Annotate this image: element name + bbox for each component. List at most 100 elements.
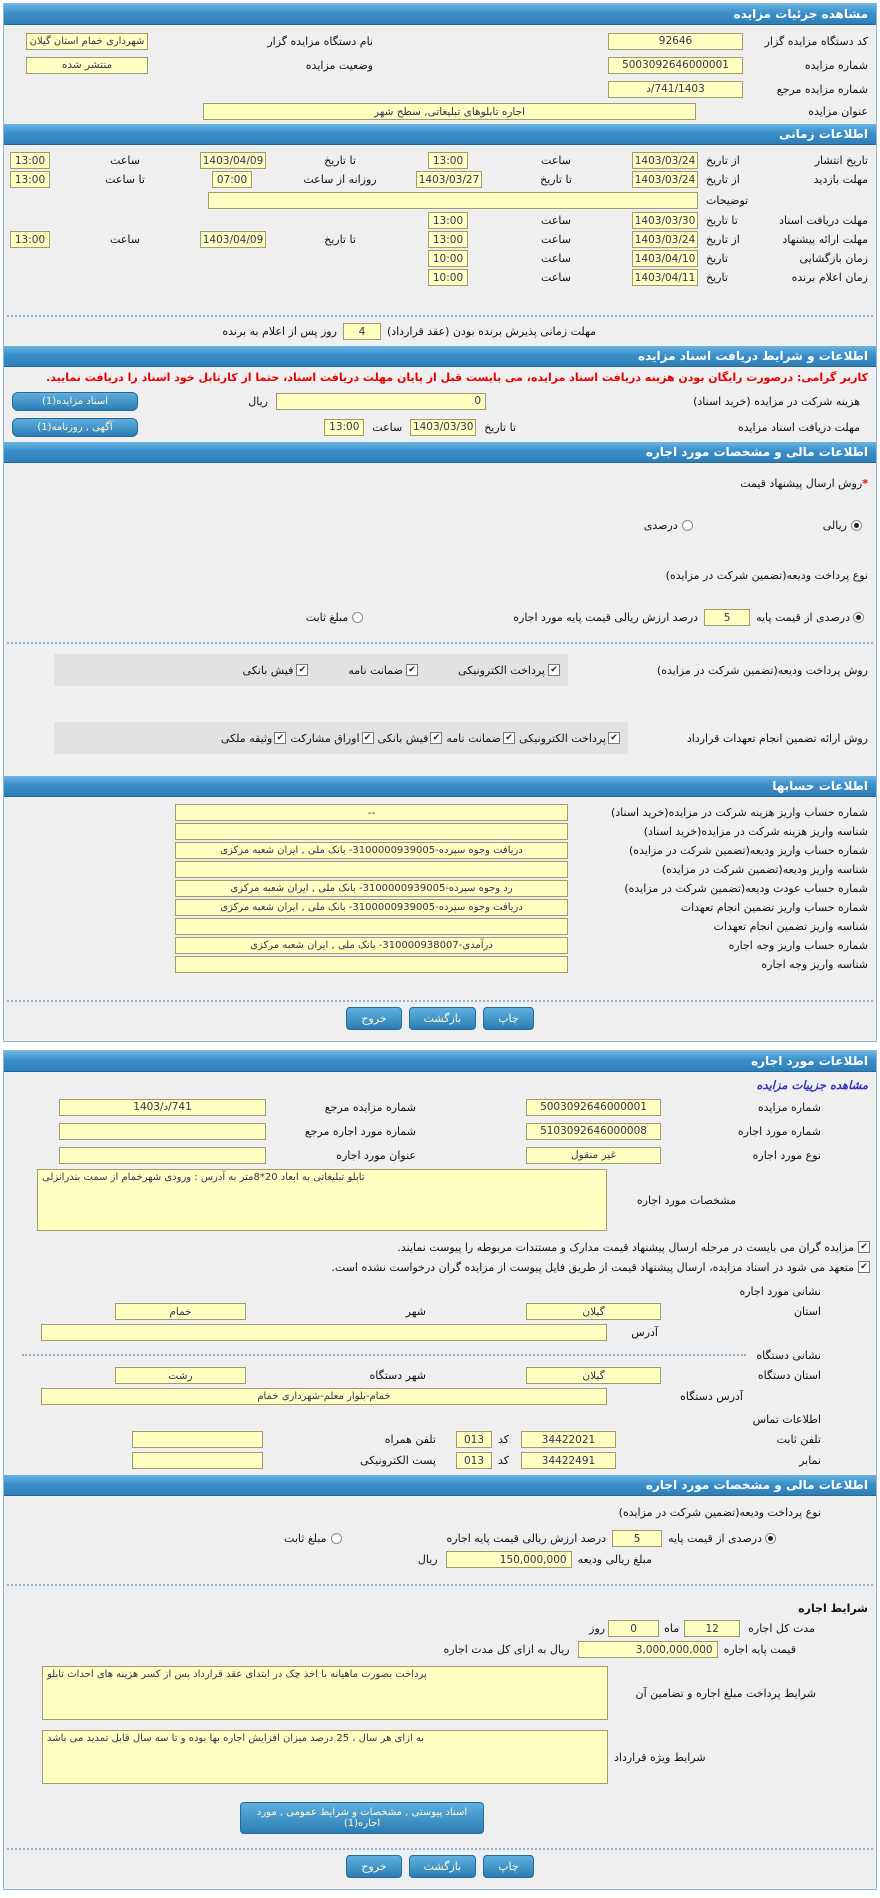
bank-slip-checkbox[interactable] <box>430 732 443 744</box>
winner-time-field[interactable]: 10:00 <box>428 269 468 286</box>
docs-deadline-time-field[interactable]: 13:00 <box>428 212 468 229</box>
offer-to-time-field[interactable]: 13:00 <box>10 231 50 248</box>
rental-item-ref-field[interactable] <box>59 1122 266 1140</box>
province-field[interactable]: گیلان <box>526 1303 661 1320</box>
special-terms-textarea[interactable]: به ازای هر سال ، 25 درصد میزان افزایش اج… <box>42 1730 608 1784</box>
auctioneer-name-field[interactable]: شهرداری خمام استان گیلان <box>26 32 148 50</box>
account-field[interactable]: دریافت وجوه سپرده-3100000939005- بانک مل… <box>175 842 568 859</box>
org-address-field[interactable]: خمام-بلوار معلم-شهرداری خمام <box>41 1388 607 1405</box>
percent-of-base-radio[interactable] <box>765 1533 776 1544</box>
opening-time-field[interactable]: 10:00 <box>428 250 468 267</box>
account-field[interactable] <box>175 823 568 840</box>
publish-to-time-field[interactable]: 13:00 <box>10 152 50 169</box>
fixed-amount-radio[interactable] <box>352 612 364 623</box>
auction-number-field[interactable]: 5003092646000001 <box>608 56 743 74</box>
org-province-field[interactable]: گیلان <box>526 1367 661 1384</box>
base-price-field[interactable]: 3,000,000,000 <box>577 1641 718 1658</box>
account-field[interactable]: درآمدی-310000938007- بانک ملی , ایران شع… <box>175 937 568 954</box>
auction-title-field[interactable]: اجاره تابلوهای تبلیغاتی, سطح شهر <box>203 103 696 120</box>
guarantee-letter-checkbox[interactable] <box>503 732 515 744</box>
visit-to-date-field[interactable]: 1403/03/27 <box>416 171 482 188</box>
auction-number-field[interactable]: 5003092646000001 <box>526 1098 661 1116</box>
electronic-payment-checkbox[interactable] <box>548 664 560 676</box>
account-row: شماره حساب واریز وجه اجاره درآمدی-3100009… <box>4 936 876 955</box>
account-label: شناسه واریز تضمین انجام تعهدات <box>713 920 868 933</box>
rental-item-title-field[interactable] <box>59 1146 266 1164</box>
city-field[interactable]: خمام <box>115 1303 246 1320</box>
visit-from-date-field[interactable]: 1403/03/24 <box>632 171 698 188</box>
address-field[interactable] <box>41 1324 607 1341</box>
print-button[interactable]: چاپ <box>483 1007 534 1030</box>
publish-to-date-field[interactable]: 1403/04/09 <box>200 152 266 169</box>
deposit-percent-field[interactable]: 5 <box>612 1530 663 1547</box>
area-code-field[interactable]: 013 <box>455 1431 492 1448</box>
docs-deadline-date-field[interactable]: 1403/03/30 <box>632 212 698 229</box>
attach-docs-checkbox[interactable] <box>858 1241 870 1253</box>
account-row: شناسه واریز وجه اجاره <box>4 955 876 974</box>
deposit-percent-field[interactable]: 5 <box>704 609 751 626</box>
phone-field[interactable]: 34422021 <box>521 1431 616 1448</box>
mobile-field[interactable] <box>131 1431 263 1448</box>
fax-field[interactable]: 34422491 <box>521 1452 616 1469</box>
email-field[interactable] <box>131 1452 263 1469</box>
offer-from-time-field[interactable]: 13:00 <box>428 231 468 248</box>
account-row: شماره حساب واریز تضمین انجام تعهدات دریاف… <box>4 898 876 917</box>
doc-deadline-time-field[interactable]: 13:00 <box>324 418 365 436</box>
auction-status-field[interactable]: منتشر شده <box>26 56 148 74</box>
publish-from-time-field[interactable]: 13:00 <box>428 152 468 169</box>
percent-radio[interactable] <box>681 519 693 531</box>
rental-item-type-field[interactable]: غیر منقول <box>526 1146 661 1164</box>
fixed-amount-radio[interactable] <box>330 1533 342 1544</box>
account-field[interactable]: رد وجوه سپرده-3100000939005- بانک ملی , … <box>175 880 568 897</box>
opening-date-field[interactable]: 1403/04/10 <box>632 250 698 267</box>
bank-slip-checkbox[interactable] <box>296 664 309 676</box>
newspaper-ad-button[interactable]: آگهی , روزنامه(1) <box>12 417 138 437</box>
back-button[interactable]: بازگشت <box>408 1007 477 1030</box>
account-field[interactable] <box>175 861 568 878</box>
offer-from-date-field[interactable]: 1403/03/24 <box>632 231 698 248</box>
account-field[interactable] <box>175 918 568 935</box>
no-file-request-checkbox[interactable] <box>858 1261 870 1273</box>
auction-ref-field[interactable]: د/741/1403 <box>608 80 743 98</box>
exit-button[interactable]: خروج <box>346 1007 402 1030</box>
visit-to-time-field[interactable]: 13:00 <box>10 171 50 188</box>
required-star: * <box>862 476 868 490</box>
offer-to-date-field[interactable]: 1403/04/09 <box>200 231 266 248</box>
publish-from-date-field[interactable]: 1403/03/24 <box>632 152 698 169</box>
account-field[interactable]: دریافت وجوه سپرده-3100000939005- بانک مل… <box>175 899 568 916</box>
attached-docs-button[interactable]: اسناد پیوستی , مشخصات و شرایط عمومی , مو… <box>240 1802 484 1834</box>
account-field[interactable] <box>175 956 568 973</box>
specs-textarea[interactable]: تابلو تبلیغاتی به ابعاد 20*8متر به آدرس … <box>37 1169 607 1231</box>
property-collateral-checkbox[interactable] <box>274 732 287 744</box>
duration-days-field[interactable]: 0 <box>608 1620 660 1637</box>
exit-button[interactable]: خروج <box>346 1855 402 1878</box>
rental-item-number-field[interactable]: 5103092646000008 <box>526 1122 661 1140</box>
account-label: شماره حساب واریز وجه اجاره <box>728 939 868 952</box>
auction-ref-label: شماره مزایده مرجع <box>776 82 868 96</box>
print-button[interactable]: چاپ <box>483 1855 534 1878</box>
item-province-row: استان گیلان شهر خمام <box>4 1301 876 1322</box>
visit-from-time-field[interactable]: 07:00 <box>212 171 252 188</box>
fax-row: نمابر 34422491 کد 013 پست الکترونیکی <box>4 1450 876 1471</box>
duration-months-field[interactable]: 12 <box>684 1620 741 1637</box>
accept-days-field[interactable]: 4 <box>342 323 381 340</box>
view-auction-details-link[interactable]: مشاهده جزییات مزایده <box>756 1078 868 1092</box>
back-button[interactable]: بازگشت <box>408 1855 477 1878</box>
doc-fee-field[interactable]: 0 <box>276 392 486 410</box>
org-city-field[interactable]: رشت <box>115 1367 246 1384</box>
percent-of-base-radio[interactable] <box>853 612 864 623</box>
participation-bonds-checkbox[interactable] <box>361 732 374 744</box>
winner-date-field[interactable]: 1403/04/11 <box>632 269 698 286</box>
rial-radio[interactable] <box>851 519 862 531</box>
deposit-amount-field[interactable]: 150,000,000 <box>445 1551 572 1568</box>
notes-field[interactable] <box>208 191 698 209</box>
doc-deadline-date-field[interactable]: 1403/03/30 <box>410 418 477 436</box>
auction-ref-field[interactable]: 1403/د/741 <box>59 1098 266 1116</box>
fax-code-field[interactable]: 013 <box>455 1452 492 1469</box>
auctioneer-code-field[interactable]: 92646 <box>608 32 743 50</box>
account-field[interactable]: -- <box>175 804 568 821</box>
guarantee-letter-checkbox[interactable] <box>406 664 418 676</box>
electronic-payment-checkbox[interactable] <box>608 732 620 744</box>
auction-docs-button[interactable]: اسناد مزایده(1) <box>12 391 138 411</box>
payment-terms-textarea[interactable]: پرداخت بصورت ماهیانه با اخذ چک در ابتدای… <box>42 1666 608 1720</box>
